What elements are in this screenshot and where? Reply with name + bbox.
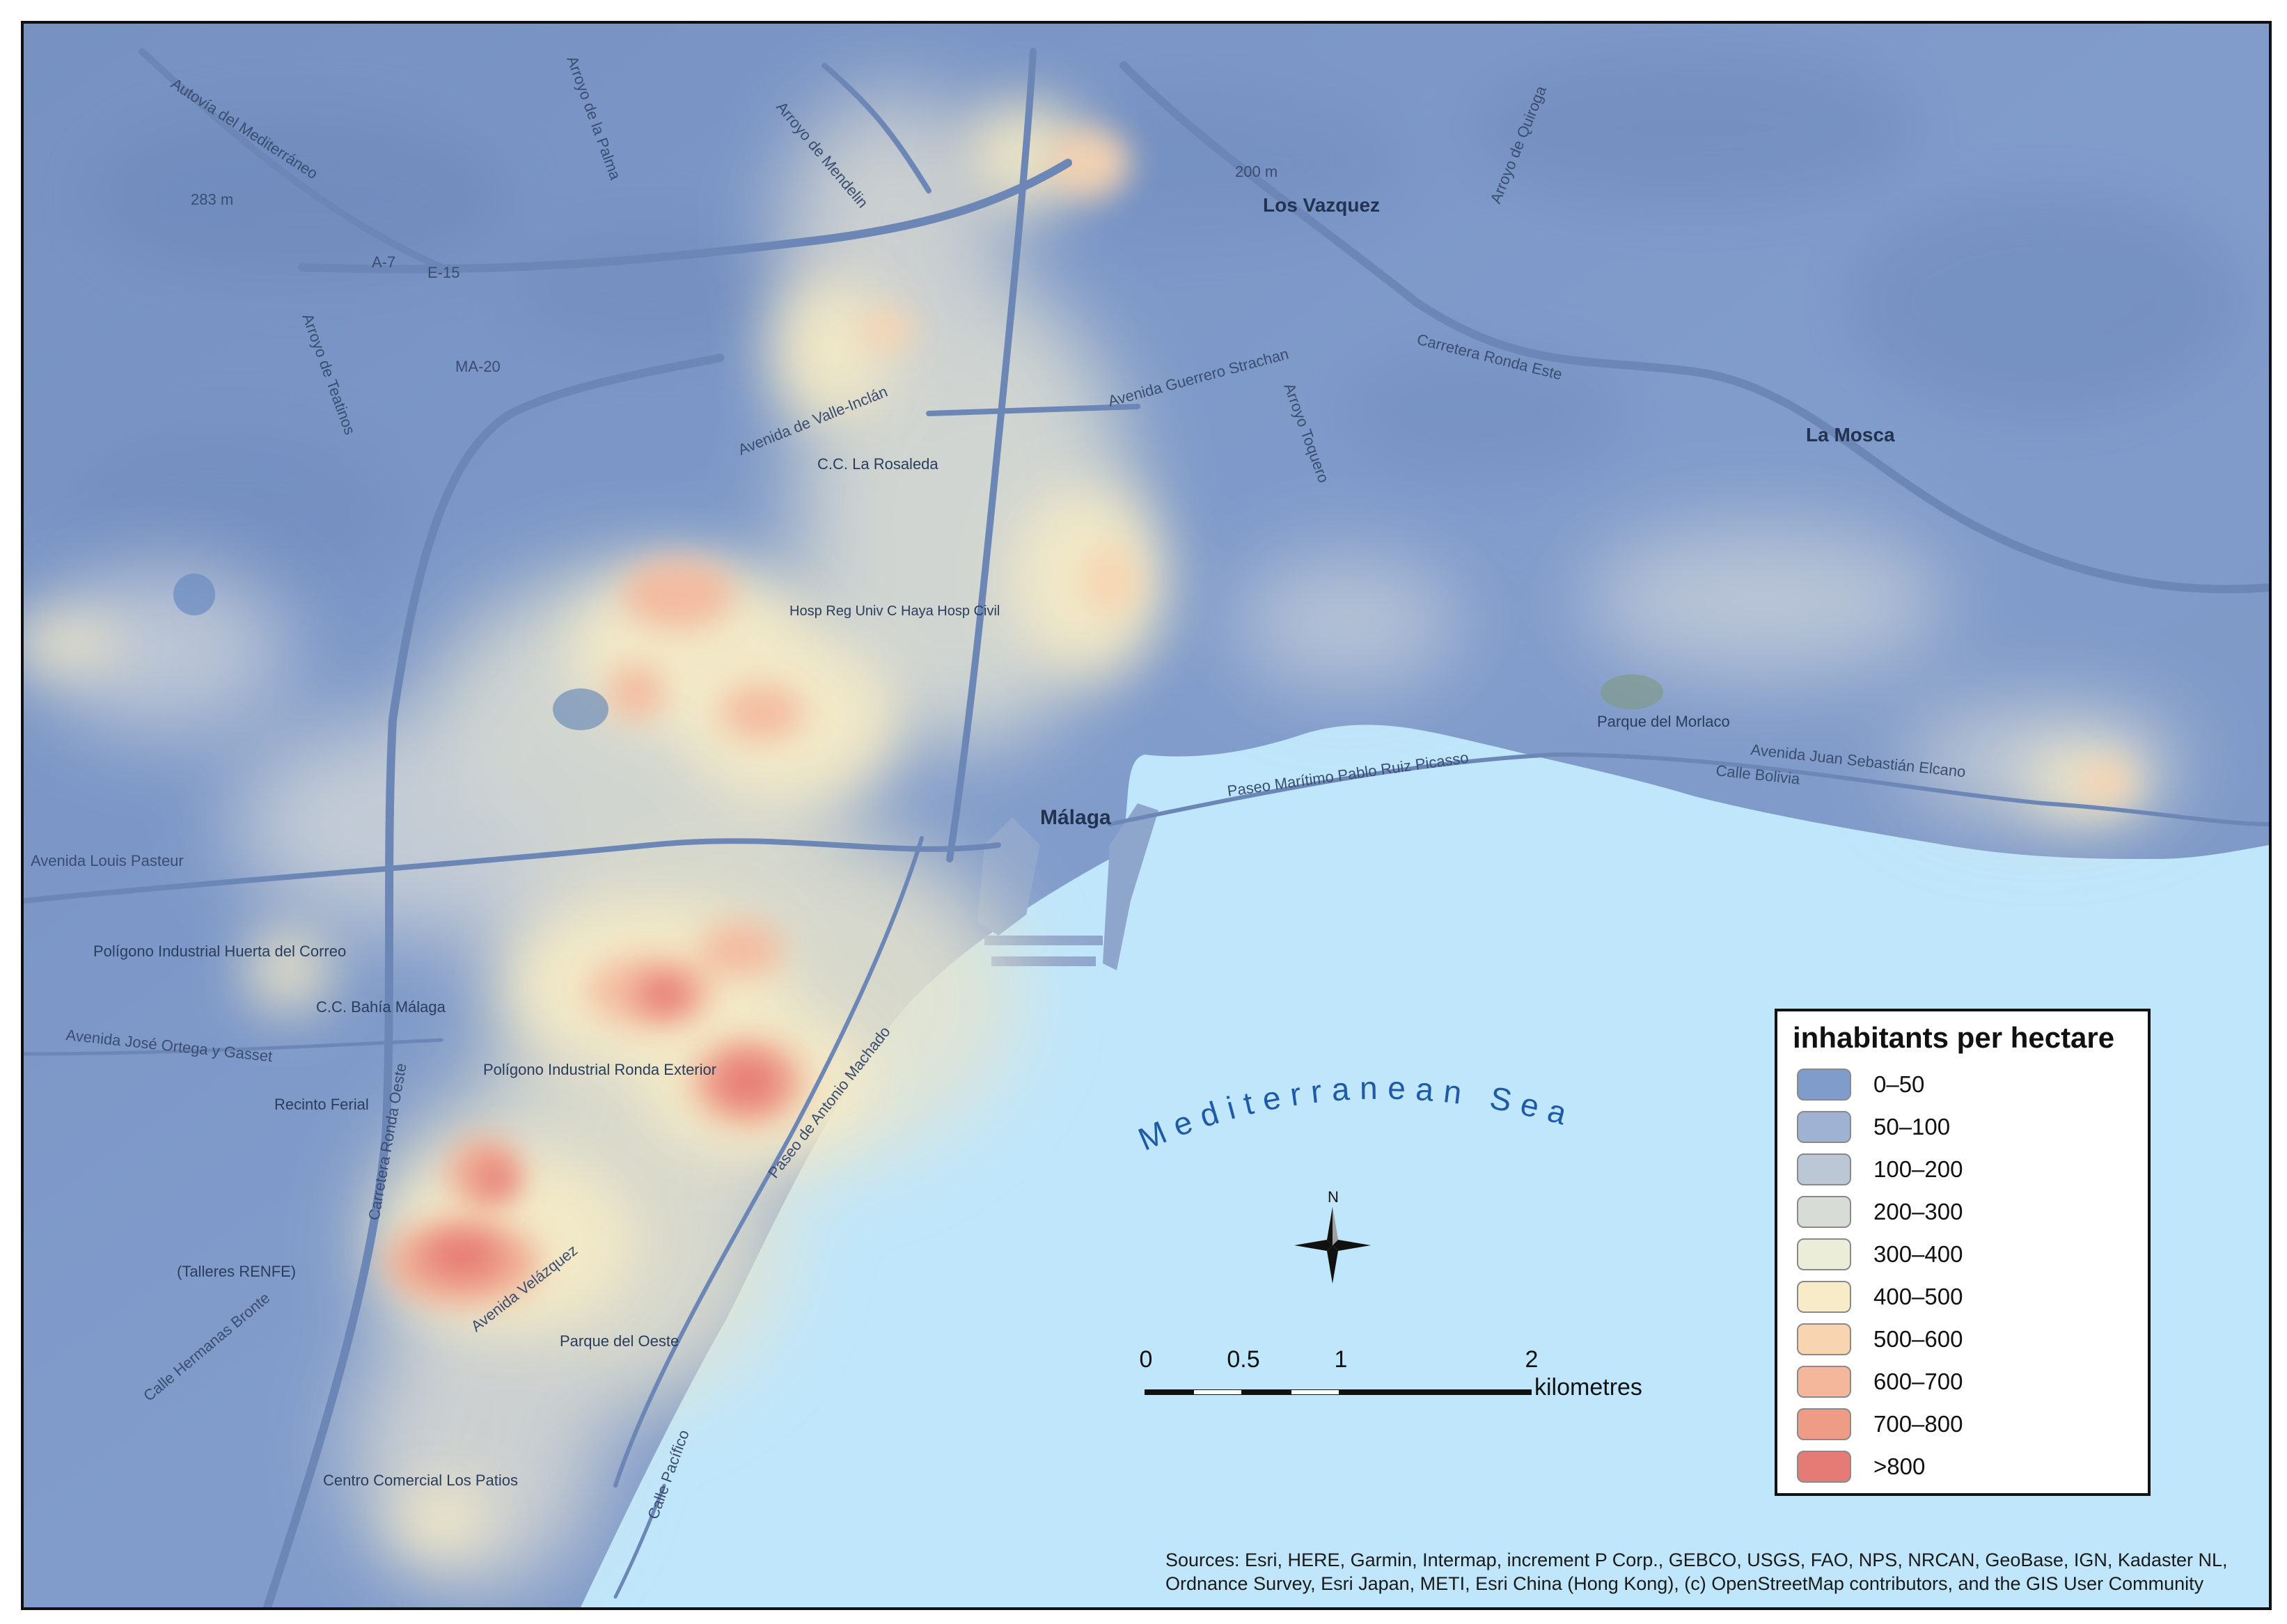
legend-label: 50–100 xyxy=(1873,1114,1951,1140)
hillshade xyxy=(65,52,2238,594)
road-ma20: MA-20 xyxy=(455,358,501,375)
legend-label: 200–300 xyxy=(1873,1199,1963,1224)
scale-tick-2: 2 xyxy=(1525,1346,1539,1373)
place-talleres-renfe: (Talleres RENFE) xyxy=(177,1263,296,1280)
legend-row: 0–50 xyxy=(1797,1066,2138,1105)
legend-swatch xyxy=(1797,1153,1851,1185)
legend-label: 600–700 xyxy=(1873,1369,1963,1394)
elev-283: 283 m xyxy=(191,191,233,208)
legend-row: 700–800 xyxy=(1797,1405,2138,1444)
legend-row: >800 xyxy=(1797,1448,2138,1487)
place-los-vazquez: Los Vazquez xyxy=(1263,194,1380,216)
legend-label: 700–800 xyxy=(1873,1411,1963,1437)
legend-label: 300–400 xyxy=(1873,1241,1963,1267)
place-la-mosca: La Mosca xyxy=(1806,424,1895,446)
legend-row: 100–200 xyxy=(1797,1151,2138,1190)
density-peak xyxy=(424,975,779,1278)
place-parque-morlaco: Parque del Morlaco xyxy=(1597,713,1730,730)
legend-swatch xyxy=(1797,1323,1851,1355)
legend-row: 500–600 xyxy=(1797,1321,2138,1359)
scale-bar: 0 0.5 1 2 kilometres xyxy=(1140,1346,1674,1409)
scale-seg-1 xyxy=(1145,1389,1193,1395)
legend: inhabitants per hectare 0–50 50–100 100–20… xyxy=(1775,1009,2151,1496)
place-hosp: Hosp Reg Univ C Haya Hosp Civil xyxy=(789,604,1000,619)
scale-seg-5 xyxy=(1339,1389,1532,1395)
scale-seg-3 xyxy=(1242,1389,1291,1395)
place-parque-oeste: Parque del Oeste xyxy=(560,1332,679,1350)
place-poligono-huerta: Polígono Industrial Huerta del Correo xyxy=(93,943,346,960)
road-louis-pasteur: Avenida Louis Pasteur xyxy=(31,852,184,869)
legend-label: 400–500 xyxy=(1873,1284,1963,1309)
legend-row: 400–500 xyxy=(1797,1278,2138,1317)
legend-swatch xyxy=(1797,1366,1851,1398)
place-centro-patios: Centro Comercial Los Patios xyxy=(323,1472,518,1489)
map-frame[interactable]: Málaga Los Vazquez La Mosca Recinto Feri… xyxy=(21,21,2272,1610)
legend-swatch xyxy=(1797,1196,1851,1228)
legend-label: >800 xyxy=(1873,1453,1926,1479)
north-label: N xyxy=(1328,1188,1339,1206)
parks xyxy=(173,574,1663,730)
place-recinto-ferial: Recinto Ferial xyxy=(274,1096,369,1113)
scale-tick-1: 1 xyxy=(1334,1346,1348,1373)
scale-seg-4 xyxy=(1291,1389,1339,1395)
place-cc-rosaleda: C.C. La Rosaleda xyxy=(817,455,938,473)
scale-seg-2 xyxy=(1193,1389,1242,1395)
scale-tick-0: 0 xyxy=(1139,1346,1153,1373)
legend-swatch xyxy=(1797,1281,1851,1313)
legend-label: 500–600 xyxy=(1873,1326,1963,1352)
legend-row: 600–700 xyxy=(1797,1363,2138,1402)
place-malaga: Málaga xyxy=(1040,806,1111,829)
road-e15: E-15 xyxy=(427,264,459,281)
legend-swatch xyxy=(1797,1111,1851,1143)
legend-row: 300–400 xyxy=(1797,1236,2138,1275)
legend-swatch xyxy=(1797,1069,1851,1101)
legend-label: 0–50 xyxy=(1873,1071,1925,1097)
sources-attribution: Sources: Esri, HERE, Garmin, Intermap, i… xyxy=(1165,1550,2228,1594)
legend-row: 50–100 xyxy=(1797,1108,2138,1147)
legend-swatch xyxy=(1797,1408,1851,1440)
legend-swatch xyxy=(1797,1238,1851,1270)
legend-swatch xyxy=(1797,1451,1851,1483)
scale-tick-0-5: 0.5 xyxy=(1227,1346,1260,1373)
legend-title: inhabitants per hectare xyxy=(1793,1021,2115,1054)
scale-unit: kilometres xyxy=(1534,1374,1642,1401)
north-arrow: N xyxy=(1294,1188,1371,1284)
place-cc-bahia: C.C. Bahía Málaga xyxy=(316,998,446,1016)
legend-label: 100–200 xyxy=(1873,1156,1963,1182)
road-a7: A-7 xyxy=(372,253,395,271)
legend-row: 200–300 xyxy=(1797,1193,2138,1232)
elev-200: 200 m xyxy=(1235,163,1278,180)
density-map[interactable]: Málaga Los Vazquez La Mosca Recinto Feri… xyxy=(24,24,2269,1607)
place-poligono-ronda: Polígono Industrial Ronda Exterior xyxy=(483,1061,716,1078)
roads xyxy=(24,48,2269,1607)
